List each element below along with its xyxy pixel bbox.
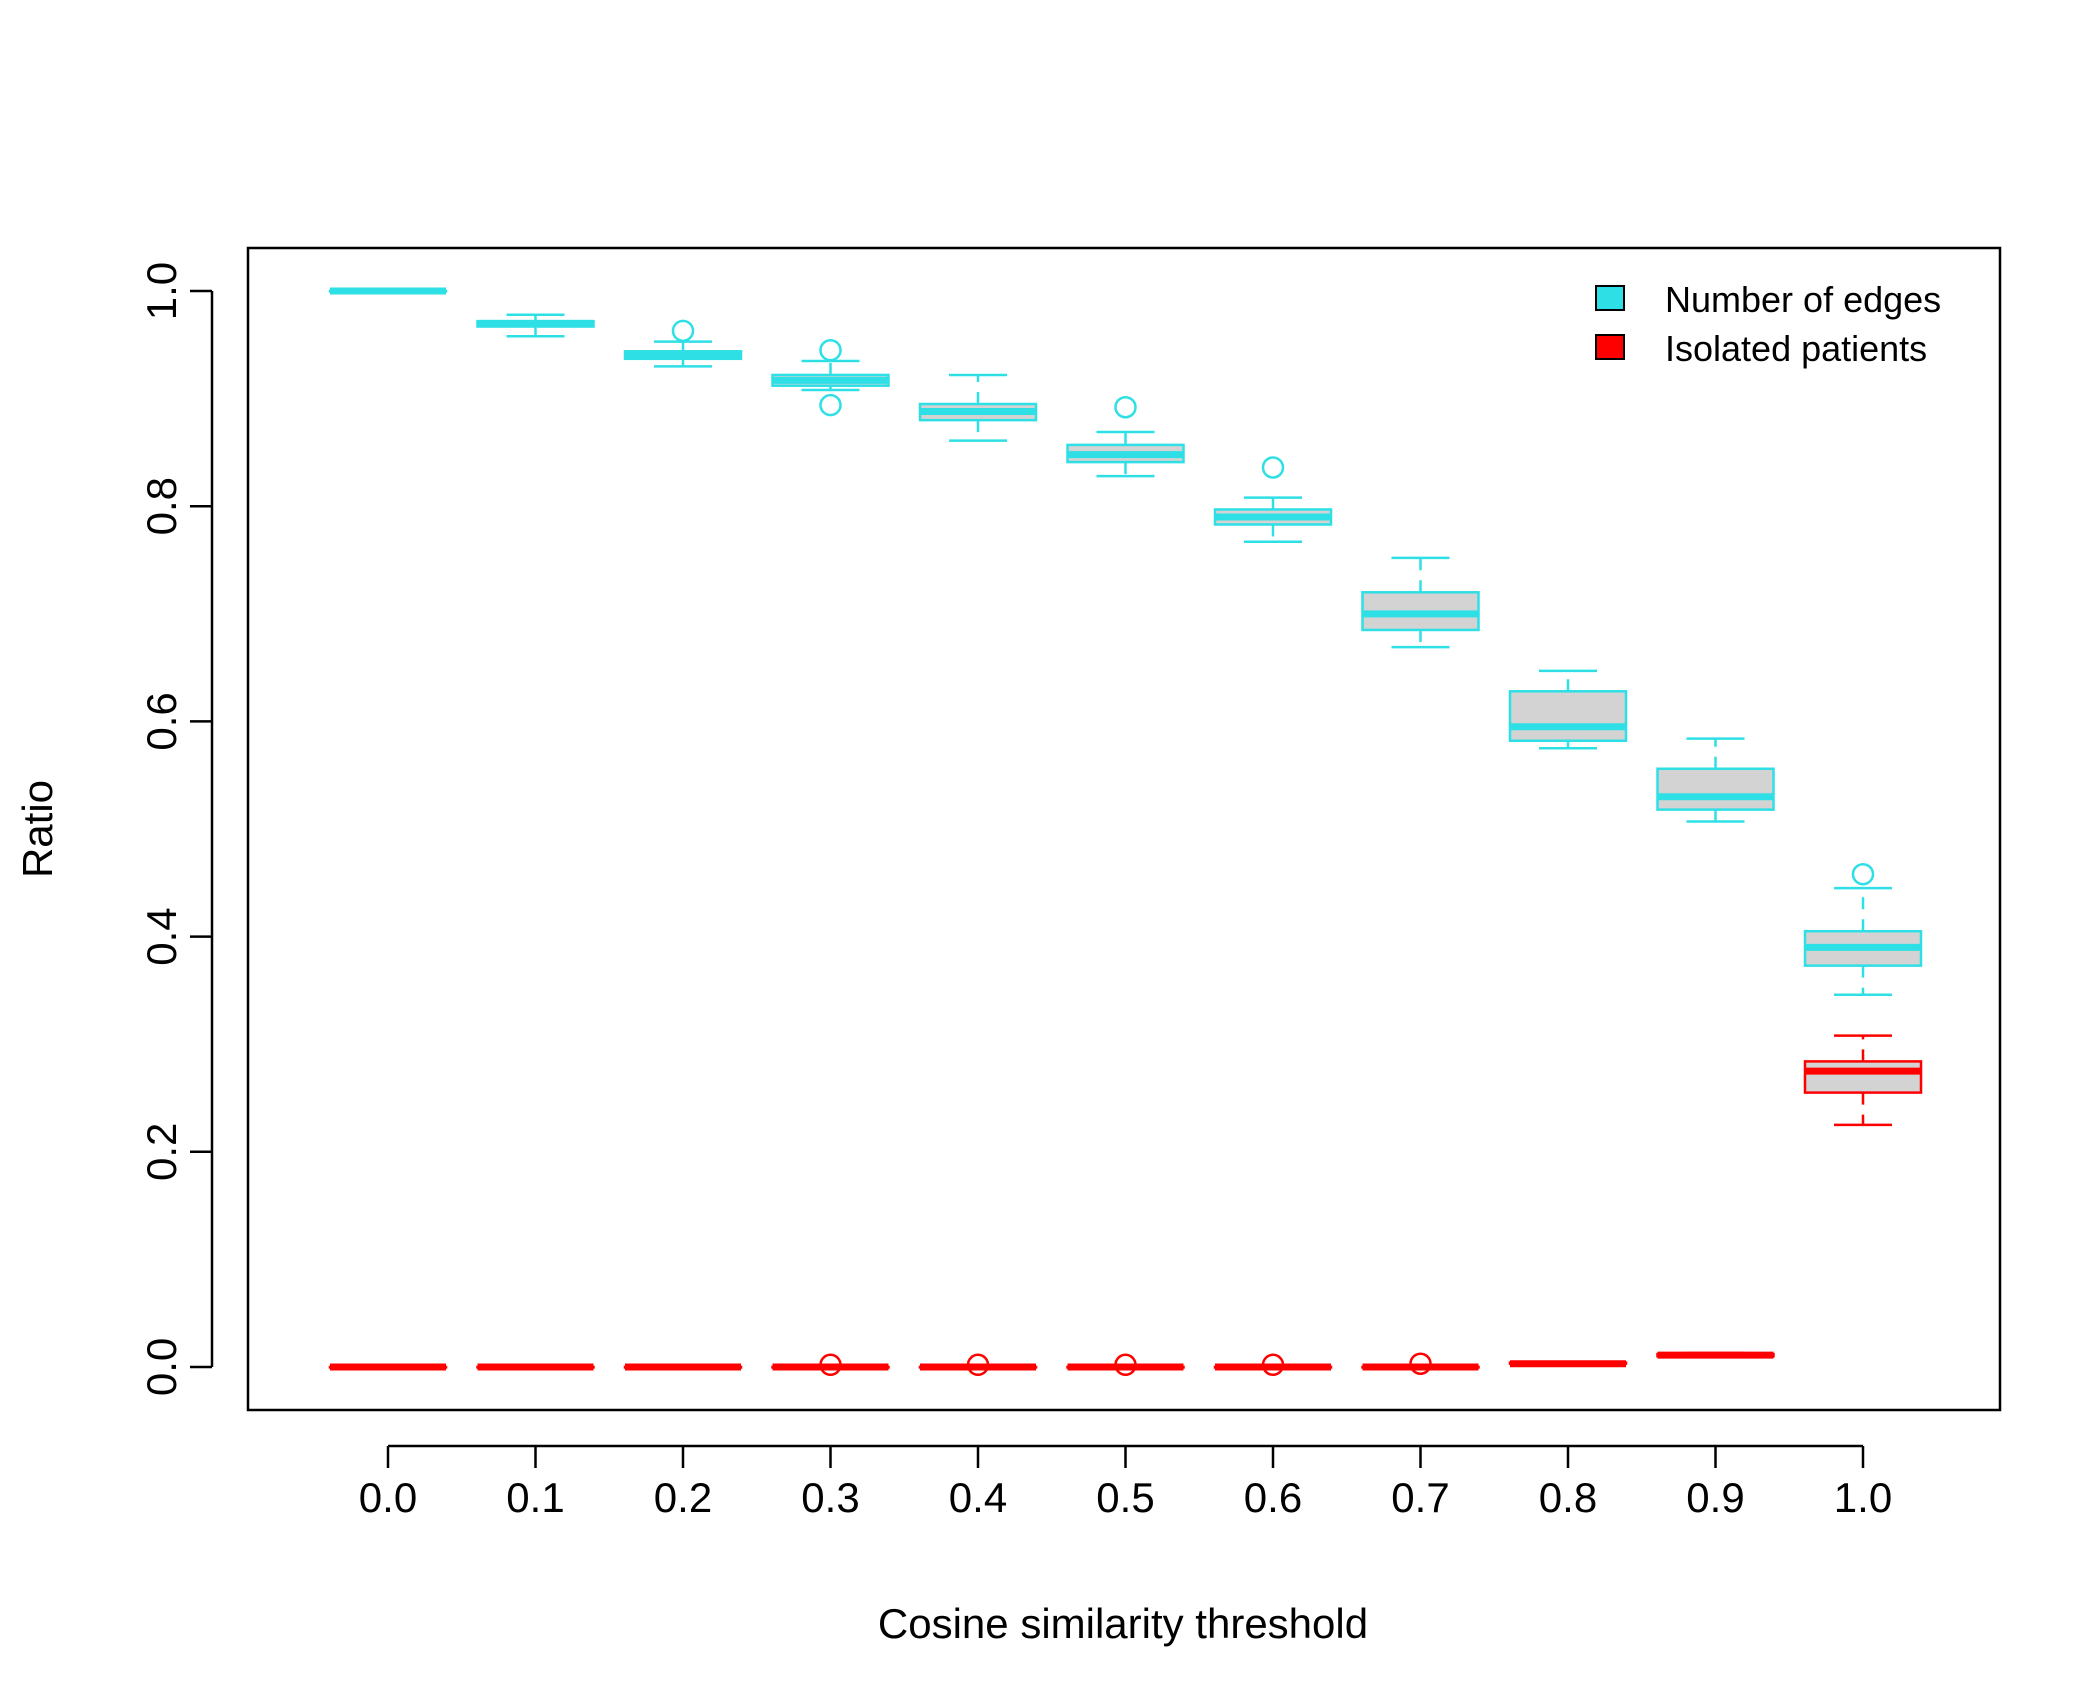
y-axis: 0.0 0.2 0.4 0.6 0.8 1.0: [138, 262, 214, 1396]
legend-label: Isolated patients: [1665, 328, 1927, 369]
isolated-patients-box-0.8: [1508, 1360, 1628, 1368]
outlier-point: [819, 338, 842, 362]
x-tick-label: 0.4: [949, 1474, 1007, 1521]
number-of-edges-box-0.0: [328, 287, 448, 295]
legend-swatch: [1595, 285, 1625, 311]
y-tick-label: 1.0: [138, 262, 185, 320]
number-of-edges-box-0.7: [1361, 556, 1480, 649]
outlier-point: [966, 1353, 990, 1377]
x-tick-label: 0.8: [1539, 1474, 1597, 1521]
outlier-point: [671, 319, 695, 343]
isolated-patients-box-0.6: [1213, 1353, 1333, 1377]
iqr-box: [1803, 1060, 1923, 1094]
plot-frame: [246, 246, 2002, 1412]
x-axis: 0.0 0.1 0.2 0.3 0.4 0.5 0.6 0.7 0.8 0.9 1.0: [359, 1444, 1892, 1521]
iqr-box: [1508, 690, 1628, 743]
number-of-edges-box-0.2: [623, 319, 743, 368]
x-tick-label: 1.0: [1834, 1474, 1892, 1521]
isolated-patients-box-0.2: [623, 1363, 743, 1371]
outlier-point: [1261, 456, 1285, 479]
outlier-point: [1114, 1353, 1137, 1377]
y-tick-label: 0.6: [138, 692, 185, 750]
number-of-edges-box-0.3: [771, 338, 890, 417]
x-tick-label: 0.0: [359, 1474, 417, 1521]
number-of-edges-box-0.8: [1508, 669, 1628, 750]
isolated-patients-box-0.4: [918, 1353, 1038, 1377]
boxes-layer: [328, 287, 1923, 1377]
isolated-patients-box-0.1: [476, 1363, 595, 1371]
y-tick-label: 0.4: [138, 907, 185, 965]
x-tick-label: 0.2: [654, 1474, 712, 1521]
y-axis-label: Ratio: [14, 780, 61, 878]
number-of-edges-box-0.4: [918, 373, 1038, 442]
outlier-point: [1114, 395, 1137, 419]
number-of-edges-box-1.0: [1803, 862, 1923, 996]
legend: Number of edges Isolated patients: [1595, 279, 1941, 369]
number-of-edges-box-0.5: [1066, 395, 1185, 478]
x-axis-label: Cosine similarity threshold: [878, 1600, 1368, 1647]
outlier-point: [1261, 1353, 1285, 1377]
legend-swatch: [1595, 334, 1625, 360]
y-tick-label: 0.0: [138, 1338, 185, 1396]
x-tick-label: 0.3: [801, 1474, 859, 1521]
isolated-patients-box-0.9: [1656, 1351, 1775, 1359]
isolated-patients-box-0.3: [771, 1353, 890, 1377]
isolated-patients-box-1.0: [1803, 1034, 1923, 1127]
number-of-edges-box-0.1: [476, 313, 595, 338]
outlier-point: [819, 1353, 842, 1377]
x-tick-label: 0.7: [1391, 1474, 1449, 1521]
iqr-box: [1656, 767, 1775, 811]
x-tick-label: 0.1: [506, 1474, 564, 1521]
x-tick-label: 0.9: [1686, 1474, 1744, 1521]
number-of-edges-box-0.6: [1213, 456, 1333, 543]
legend-label: Number of edges: [1665, 279, 1941, 320]
x-tick-label: 0.5: [1096, 1474, 1154, 1521]
isolated-patients-box-0.0: [328, 1363, 448, 1371]
number-of-edges-box-0.9: [1656, 737, 1775, 823]
outlier-point: [1409, 1352, 1432, 1375]
isolated-patients-box-0.7: [1361, 1352, 1480, 1375]
isolated-patients-box-0.5: [1066, 1353, 1185, 1377]
x-tick-label: 0.6: [1244, 1474, 1302, 1521]
outlier-point: [1851, 862, 1875, 886]
outlier-point: [819, 393, 842, 417]
y-tick-label: 0.8: [138, 477, 185, 535]
y-tick-label: 0.2: [138, 1123, 185, 1181]
